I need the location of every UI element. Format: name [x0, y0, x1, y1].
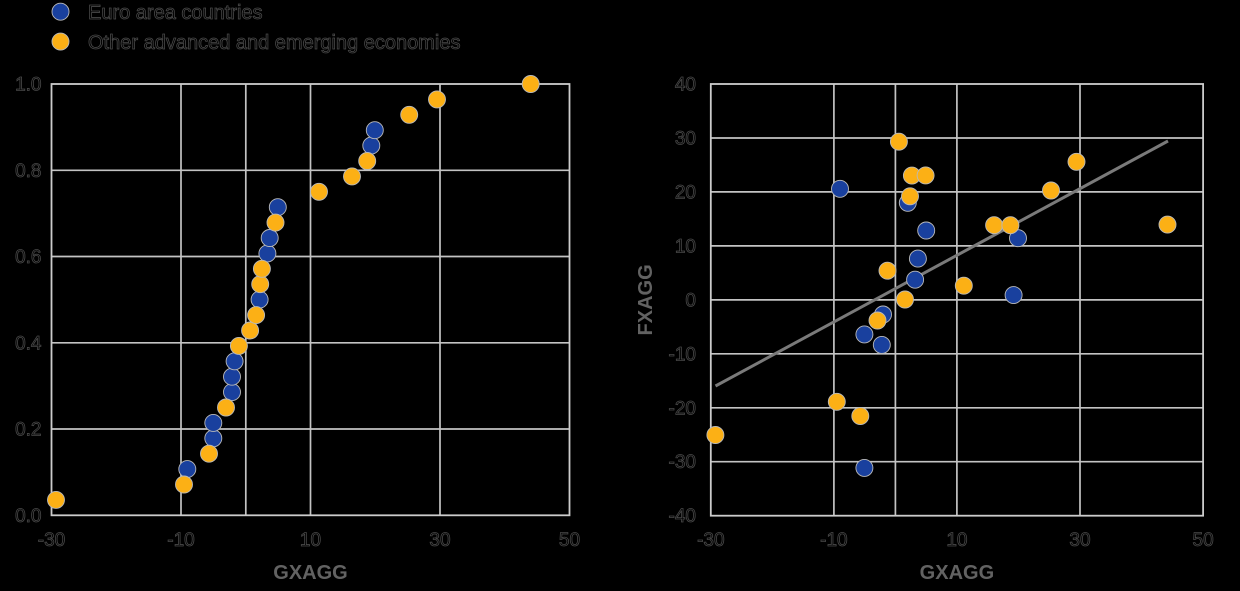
svg-text:20: 20	[675, 182, 696, 203]
svg-text:Euro area countries: Euro area countries	[88, 2, 263, 24]
svg-text:-30: -30	[697, 530, 724, 551]
svg-text:30: 30	[675, 129, 696, 150]
svg-text:0.2: 0.2	[15, 420, 41, 441]
svg-text:50: 50	[559, 530, 580, 551]
svg-text:10: 10	[300, 530, 321, 551]
svg-text:30: 30	[1069, 530, 1090, 551]
svg-text:-30: -30	[38, 530, 65, 551]
svg-text:30: 30	[429, 530, 450, 551]
svg-text:-30: -30	[669, 452, 696, 473]
svg-text:-10: -10	[820, 530, 847, 551]
svg-text:0.6: 0.6	[15, 247, 41, 268]
svg-text:1.0: 1.0	[15, 75, 41, 96]
svg-text:-10: -10	[669, 344, 696, 365]
svg-text:10: 10	[675, 236, 696, 257]
svg-text:GXAGG: GXAGG	[273, 562, 347, 584]
svg-text:0: 0	[685, 290, 696, 311]
svg-text:GXAGG: GXAGG	[920, 562, 994, 584]
svg-text:-40: -40	[669, 506, 696, 527]
svg-text:10: 10	[946, 530, 967, 551]
svg-text:0.0: 0.0	[15, 506, 41, 527]
svg-text:Other advanced and emerging ec: Other advanced and emerging economies	[88, 32, 460, 54]
svg-text:FXAGG: FXAGG	[635, 264, 657, 335]
svg-text:-20: -20	[669, 398, 696, 419]
svg-text:-10: -10	[167, 530, 194, 551]
svg-text:0.4: 0.4	[15, 333, 42, 354]
svg-text:40: 40	[675, 75, 696, 96]
svg-text:50: 50	[1193, 530, 1214, 551]
svg-text:0.8: 0.8	[15, 161, 41, 182]
